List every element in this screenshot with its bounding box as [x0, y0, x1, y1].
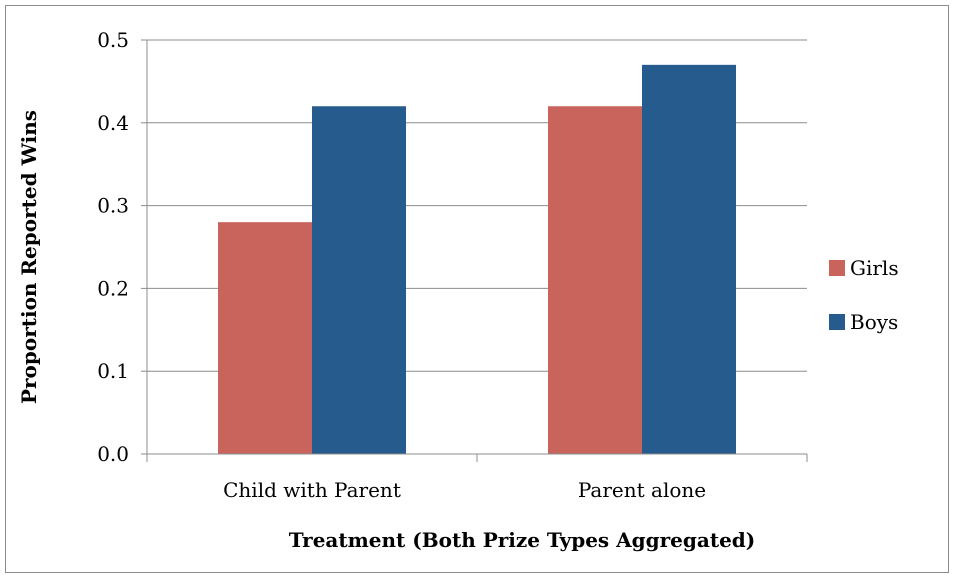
chart-frame — [5, 5, 949, 573]
x-axis-title: Treatment (Both Prize Types Aggregated) — [289, 528, 756, 552]
x-tick-label: Parent alone — [578, 478, 706, 502]
y-tick-label: 0.0 — [97, 442, 129, 466]
legend-label-girls: Girls — [850, 256, 899, 280]
y-axis-title: Proportion Reported Wins — [17, 110, 41, 404]
x-tick-label: Child with Parent — [223, 478, 401, 502]
bar-girls-1 — [218, 222, 312, 454]
y-tick-label: 0.4 — [97, 111, 129, 135]
legend-label-boys: Boys — [850, 310, 898, 334]
bar-boys-1 — [312, 106, 406, 455]
y-tick-label: 0.3 — [97, 194, 129, 218]
bar-boys-2 — [642, 64, 736, 454]
axes — [141, 39, 808, 462]
y-tick-label: 0.1 — [97, 359, 129, 383]
legend-swatch-girls — [829, 260, 845, 276]
y-tick-label: 0.2 — [97, 276, 129, 300]
y-tick-labels: 0.0 0.1 0.2 0.3 0.4 0.5 — [97, 28, 129, 466]
legend: Girls Boys — [829, 256, 899, 334]
bars — [218, 64, 736, 455]
x-tick-labels: Child with Parent Parent alone — [223, 478, 706, 502]
legend-swatch-boys — [829, 314, 845, 330]
bar-girls-2 — [548, 106, 642, 455]
y-tick-label: 0.5 — [97, 28, 129, 52]
